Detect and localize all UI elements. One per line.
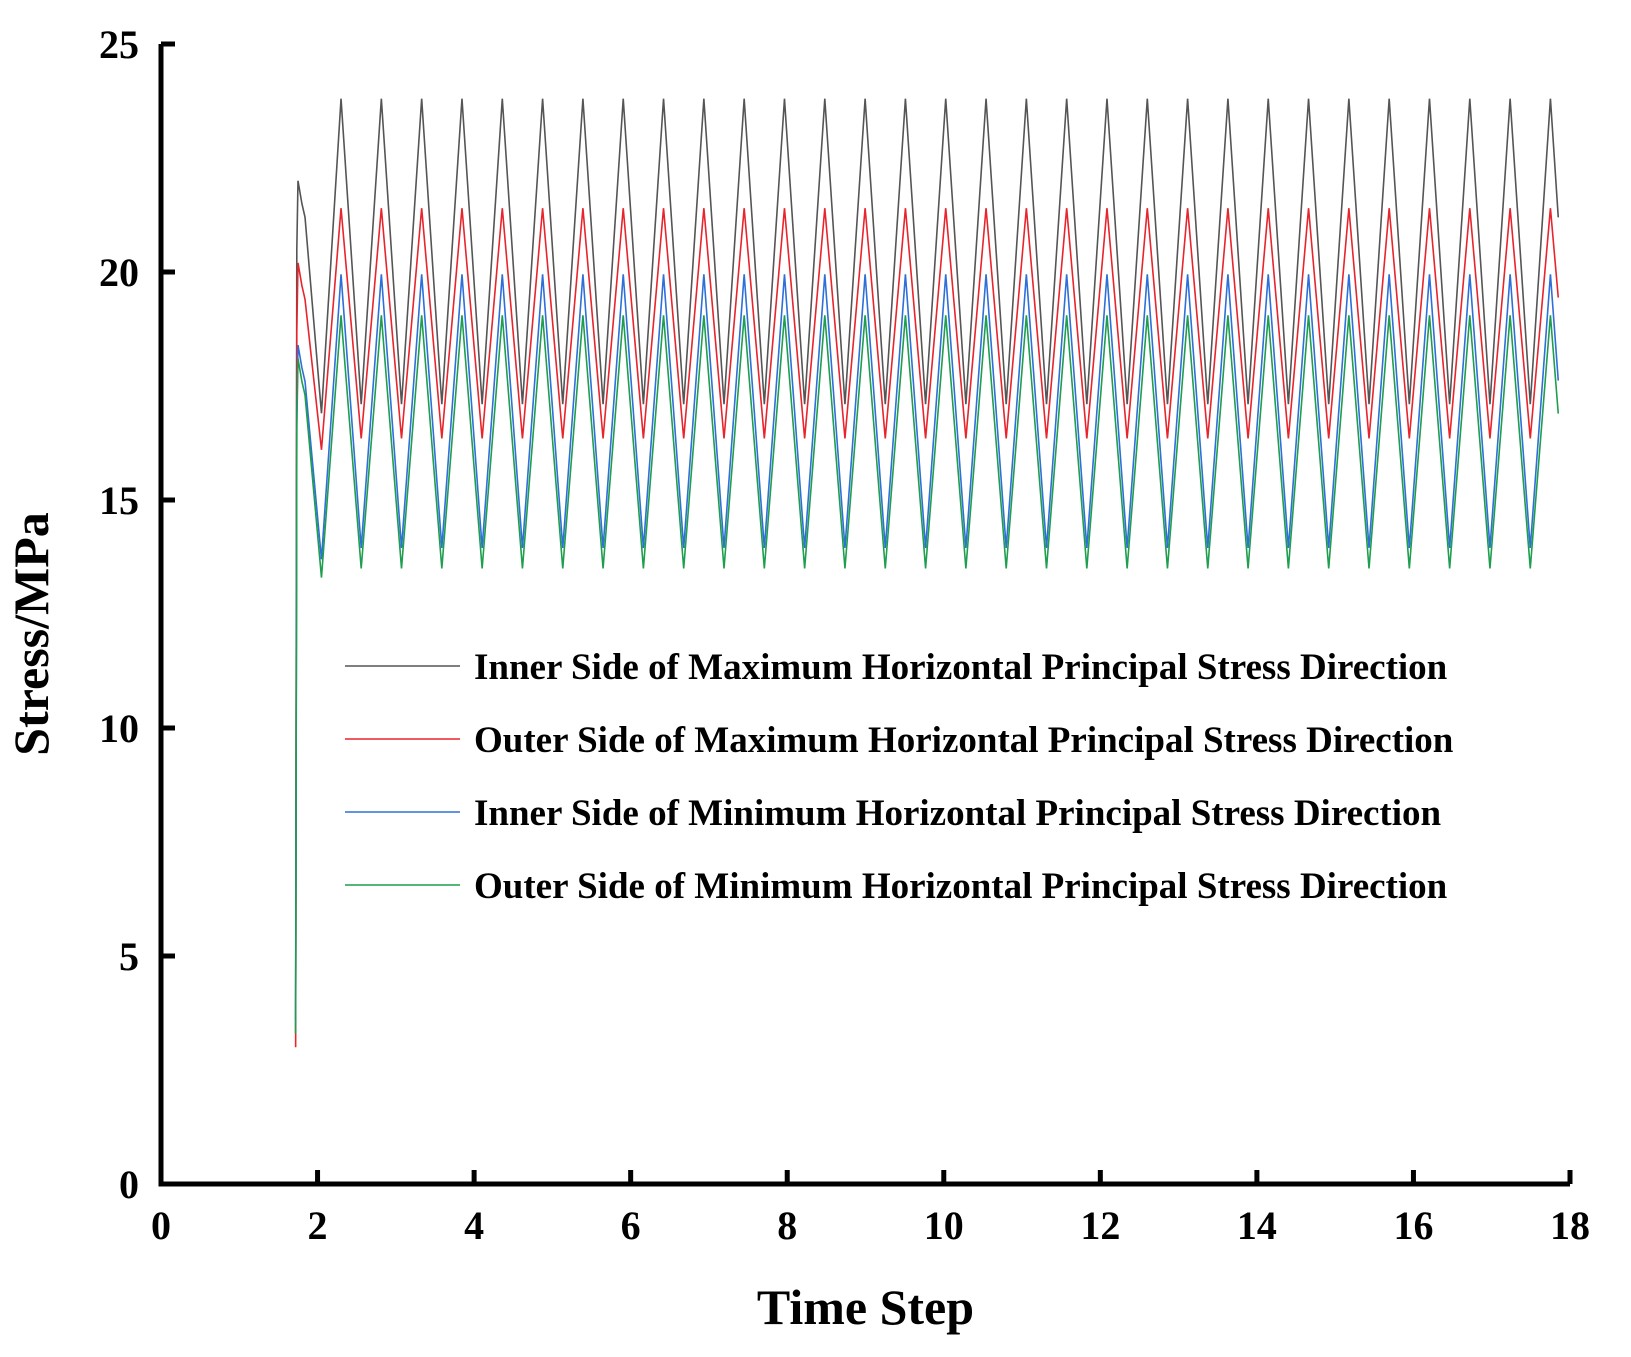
x-tick-label: 16 bbox=[1393, 1203, 1433, 1248]
x-tick-label: 4 bbox=[464, 1203, 484, 1248]
x-tick-label: 0 bbox=[151, 1203, 171, 1248]
legend: Inner Side of Maximum Horizontal Princip… bbox=[345, 647, 1454, 907]
y-tick-label: 20 bbox=[99, 250, 139, 295]
series-line-4 bbox=[294, 315, 1560, 1034]
x-tick-label: 12 bbox=[1080, 1203, 1120, 1248]
series-layer bbox=[294, 98, 1560, 1048]
x-tick-label: 8 bbox=[777, 1203, 797, 1248]
legend-label-2: Outer Side of Maximum Horizontal Princip… bbox=[474, 720, 1454, 761]
x-axis-title: Time Step bbox=[757, 1279, 974, 1335]
legend-label-3: Inner Side of Minimum Horizontal Princip… bbox=[474, 793, 1442, 834]
axes-layer bbox=[158, 44, 1570, 1187]
series-line-2 bbox=[294, 208, 1560, 1048]
x-tick-label: 2 bbox=[308, 1203, 328, 1248]
y-tick-label: 10 bbox=[99, 706, 139, 751]
y-tick-label: 0 bbox=[119, 1162, 139, 1207]
series-line-1 bbox=[294, 98, 1560, 1034]
legend-label-1: Inner Side of Maximum Horizontal Princip… bbox=[474, 647, 1448, 688]
y-tick-label: 15 bbox=[99, 478, 139, 523]
series-line-3 bbox=[294, 274, 1560, 1020]
x-tick-label: 10 bbox=[924, 1203, 964, 1248]
y-tick-label: 25 bbox=[99, 22, 139, 67]
x-tick-label: 18 bbox=[1550, 1203, 1590, 1248]
y-axis-title: Stress/MPa bbox=[3, 512, 59, 755]
ticks-layer: 0 2 4 6 8 10 12 14 16 18 0 5 10 15 20 25 bbox=[99, 22, 1590, 1248]
legend-label-4: Outer Side of Minimum Horizontal Princip… bbox=[474, 866, 1448, 907]
y-tick-label: 5 bbox=[119, 934, 139, 979]
x-tick-label: 6 bbox=[621, 1203, 641, 1248]
x-tick-label: 14 bbox=[1237, 1203, 1277, 1248]
